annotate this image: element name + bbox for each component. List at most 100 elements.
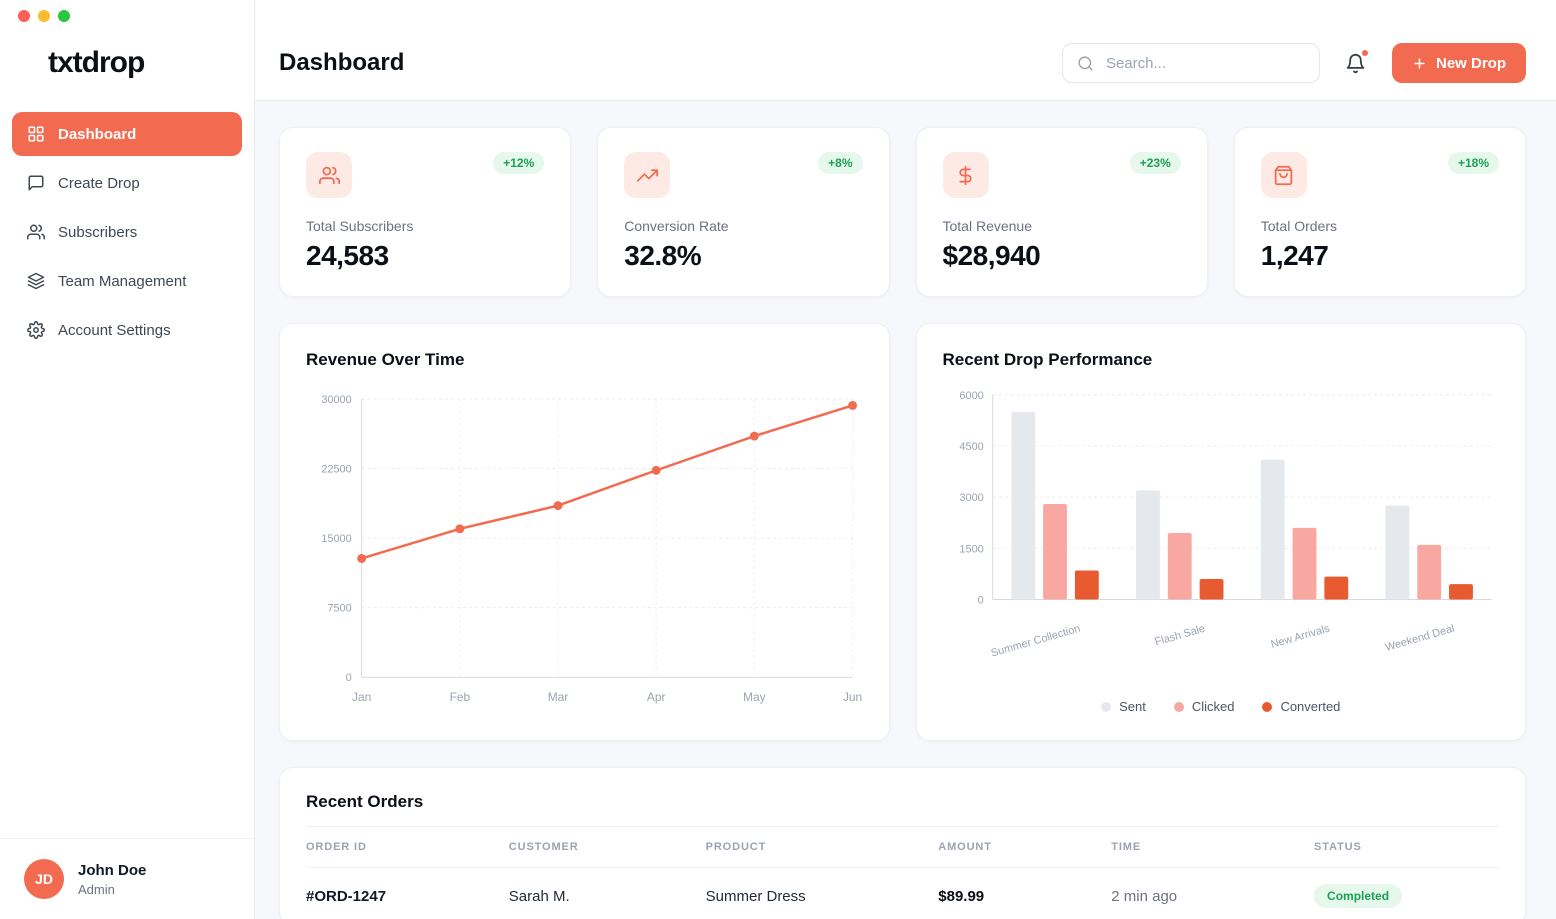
new-drop-button[interactable]: New Drop [1391,43,1526,83]
stat-label: Total Revenue [942,218,1033,234]
user-info: John Doe Admin [78,862,146,897]
customer-cell: Sarah M. [508,887,570,905]
sidebar-item-label: Account Settings [58,321,171,339]
svg-text:7500: 7500 [327,603,351,615]
legend-dot [1262,701,1273,712]
svg-text:Jun: Jun [843,690,862,704]
sidebar: txtdrop Dashboard Create Drop Subscriber… [0,0,255,919]
plus-icon [1414,57,1425,69]
stat-value: 32.8% [624,240,702,271]
top-header: Dashboard New Drop [255,0,1556,101]
sidebar-item-team-management[interactable]: Team Management [12,259,242,303]
search-box [1061,43,1320,83]
svg-text:Feb: Feb [450,690,471,704]
svg-text:Apr: Apr [647,690,666,704]
gear-icon [27,321,45,339]
svg-text:Flash Sale: Flash Sale [1153,623,1206,649]
svg-text:Mar: Mar [548,690,569,704]
page-title: Dashboard [279,49,405,76]
sidebar-item-label: Dashboard [58,125,137,143]
window-titlebar [0,0,255,32]
chart-title: Recent Drop Performance [942,350,1153,369]
column-header-customer: CUSTOMER [508,826,706,868]
svg-text:Summer Collection: Summer Collection [989,623,1081,656]
window-zoom-button[interactable] [58,10,70,22]
revenue-chart-card: Revenue Over Time 0 7500 15000 22500 30000 Ja… [279,323,890,741]
stat-value: 24,583 [306,240,389,271]
recent-orders-card: Recent Orders ORDER ID CUSTOMER PRODUCT … [279,767,1526,919]
bar-chart-legend: Sent Clicked Converted [943,685,1500,714]
bell-icon [1347,53,1365,73]
dashboard-content: +12% Total Subscribers 24,583 +8% Conver… [255,101,1556,919]
delta-badge: +18% [1447,152,1499,174]
time-cell: 2 min ago [1111,887,1178,905]
stat-value: 1,247 [1260,240,1329,271]
grid-icon [28,126,44,142]
layers-icon [27,272,45,290]
legend-item-sent: Sent [1101,699,1146,714]
sidebar-item-label: Create Drop [58,174,140,192]
delta-badge: +12% [493,152,545,174]
stat-label: Total Orders [1260,218,1337,234]
sidebar-nav: Dashboard Create Drop Subscribers Team M… [0,102,254,357]
legend-label: Converted [1280,699,1341,714]
stat-label: Total Subscribers [306,218,414,234]
sidebar-item-account-settings[interactable]: Account Settings [12,308,242,352]
sidebar-item-dashboard[interactable]: Dashboard [12,112,242,156]
avatar: JD [24,859,64,899]
window-close-button[interactable] [18,10,30,22]
svg-text:Weekend Deal: Weekend Deal [1383,623,1455,654]
chat-bubble-icon [28,175,44,191]
notifications-button[interactable] [1338,45,1374,81]
delta-badge: +23% [1129,152,1181,174]
svg-text:0: 0 [977,594,983,606]
legend-dot [1173,701,1184,712]
stat-card-conversion-rate: +8% Conversion Rate 32.8% [597,127,890,297]
shopping-bag-icon [1260,152,1307,198]
svg-text:15000: 15000 [321,533,351,545]
svg-text:Jan: Jan [352,690,371,704]
sidebar-item-create-drop[interactable]: Create Drop [12,161,242,205]
legend-label: Clicked [1191,699,1235,714]
users-icon [27,224,45,240]
user-role: Admin [78,881,115,897]
header-actions: New Drop [1061,43,1526,83]
charts-row: Revenue Over Time 0 7500 15000 22500 30000 Ja… [279,323,1526,741]
orders-table: ORDER ID CUSTOMER PRODUCT AMOUNT TIME ST… [306,826,1499,919]
user-name: John Doe [78,861,147,879]
notification-dot [1360,49,1369,57]
stat-value: $28,940 [942,240,1041,271]
new-drop-label: New Drop [1435,54,1506,72]
table-row: #ORD-1247 Sarah M. Summer Dress $89.99 2… [306,868,1499,919]
user-card[interactable]: JD John Doe Admin [0,838,254,919]
stat-card-total-revenue: +23% Total Revenue $28,940 [915,127,1208,297]
column-header-status: STATUS [1314,826,1499,868]
svg-text:0: 0 [346,672,352,684]
column-header-amount: AMOUNT [938,826,1112,868]
status-badge: Completed [1314,884,1403,908]
users-icon [306,152,352,198]
sidebar-item-subscribers[interactable]: Subscribers [12,210,242,254]
order-id-cell: #ORD-1247 [306,887,387,905]
column-header-order-id: ORDER ID [306,826,509,868]
svg-text:1500: 1500 [959,543,983,555]
revenue-line-chart: 0 7500 15000 22500 30000 Jan Feb Mar Apr May Jun [321,394,862,704]
stat-cards: +12% Total Subscribers 24,583 +8% Conver… [279,127,1526,297]
amount-cell: $89.99 [938,887,985,905]
main-area: Dashboard New Drop [255,0,1556,919]
status-cell: Completed [1314,868,1499,919]
orders-table-header: ORDER ID CUSTOMER PRODUCT AMOUNT TIME ST… [306,826,1499,868]
column-header-time: TIME [1111,826,1315,868]
search-icon [1078,55,1093,71]
sidebar-item-label: Team Management [58,272,187,290]
legend-item-clicked: Clicked [1173,699,1235,714]
svg-text:New Arrivals: New Arrivals [1269,623,1331,651]
chart-title: Revenue Over Time [306,350,465,369]
window-minimize-button[interactable] [38,10,50,22]
svg-text:4500: 4500 [959,441,983,453]
stat-card-total-subscribers: +12% Total Subscribers 24,583 [279,127,572,297]
search-input[interactable] [1103,53,1307,73]
svg-text:6000: 6000 [959,390,983,402]
legend-label: Sent [1119,699,1146,714]
